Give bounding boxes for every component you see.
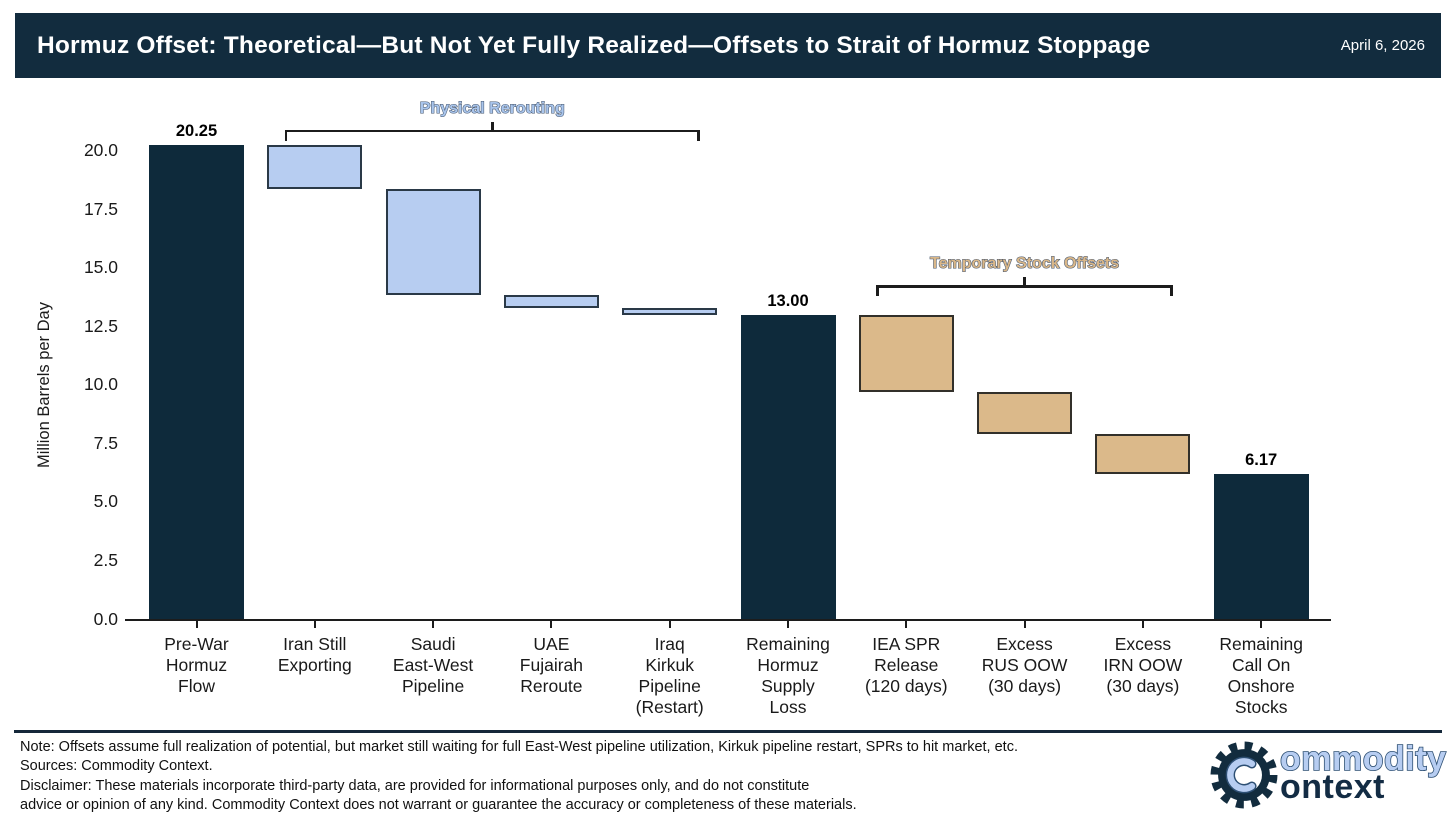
x-tick-mark	[787, 621, 789, 628]
footnote-sources: Sources: Commodity Context.	[20, 758, 213, 775]
waterfall-bar-7	[977, 391, 1073, 434]
y-tick-label: 15.0	[83, 257, 118, 278]
x-tick-mark	[905, 621, 908, 628]
x-category-label: Excess RUS OOW (30 days)	[981, 634, 1068, 696]
bar-value-label: 20.25	[175, 121, 218, 140]
group-bracket-end-left	[876, 285, 879, 297]
footnote-note: Note: Offsets assume full realization of…	[20, 739, 1018, 755]
waterfall-bar-5	[740, 314, 836, 619]
x-tick-mark	[195, 621, 198, 628]
y-tick-label: 2.5	[93, 549, 118, 570]
y-tick-label: 5.0	[93, 491, 118, 512]
waterfall-bar-0	[149, 144, 244, 619]
x-category-label: IEA SPR Release (120 days)	[864, 634, 948, 696]
x-category-label: Pre-War Hormuz Flow	[164, 634, 229, 696]
y-tick-label: 0.0	[93, 608, 118, 629]
logo-word-commodity: ommodity	[1279, 739, 1447, 779]
x-category-label: Iran Still Exporting	[277, 634, 352, 675]
group-label: Temporary Stock Offsets	[929, 255, 1120, 273]
footer-divider	[14, 730, 1442, 733]
x-tick-mark	[1023, 621, 1026, 628]
waterfall-bar-4	[622, 307, 718, 315]
bar-value-label: 6.17	[1245, 451, 1278, 470]
header-bar: Hormuz Offset: Theoretical—But Not Yet F…	[15, 13, 1441, 78]
group-bracket-end-right	[697, 129, 700, 141]
waterfall-bar-6	[858, 314, 954, 392]
x-category-label: Remaining Call On Onshore Stocks	[1219, 634, 1304, 717]
x-category-label: Iraq Kirkuk Pipeline (Restart)	[635, 634, 704, 717]
x-axis-line	[125, 618, 1331, 621]
group-bracket-center-tick	[491, 121, 494, 130]
group-bracket-end-left	[284, 129, 288, 141]
x-category-label: Excess IRN OOW (30 days)	[1103, 634, 1183, 696]
waterfall-bar-3	[503, 294, 599, 308]
x-tick-mark	[668, 621, 671, 628]
x-tick-mark	[313, 621, 316, 628]
commodity-context-logo: ommodity ontext	[1208, 734, 1448, 818]
y-tick-label: 10.0	[83, 374, 118, 395]
x-tick-mark	[432, 621, 435, 628]
group-bracket-center-tick	[1023, 277, 1026, 286]
bar-value-label: 13.00	[767, 291, 809, 310]
x-tick-mark	[1260, 621, 1263, 628]
y-tick-label: 17.5	[83, 198, 118, 219]
y-tick-label: 12.5	[83, 315, 118, 336]
waterfall-bar-1	[267, 144, 363, 190]
group-bracket-line	[284, 129, 700, 133]
header-date: April 6, 2026	[1340, 37, 1425, 54]
x-category-label: UAE Fujairah Reroute	[519, 634, 584, 696]
x-tick-mark	[1141, 621, 1144, 628]
gear-with-c-icon	[1210, 741, 1278, 809]
footnote-disclaimer-line1: Disclaimer: These materials incorporate …	[20, 777, 810, 794]
waterfall-bar-2	[385, 189, 481, 295]
group-bracket-end-right	[1170, 285, 1173, 297]
waterfall-bar-8	[1095, 433, 1191, 475]
footnote-disclaimer-line2: advice or opinion of any kind. Commodity…	[20, 796, 857, 813]
y-tick-label: 20.0	[83, 140, 118, 161]
x-category-label: Remaining Hormuz Supply Loss	[746, 634, 830, 717]
page-title: Hormuz Offset: Theoretical—But Not Yet F…	[37, 31, 1151, 59]
waterfall-bar-9	[1213, 474, 1309, 619]
group-bracket-line	[876, 285, 1173, 288]
x-category-label: Saudi East-West Pipeline	[392, 634, 474, 696]
footnotes: Note: Offsets assume full realization of…	[20, 738, 1018, 815]
x-tick-mark	[550, 621, 553, 628]
logo-word-context: ontext	[1280, 768, 1385, 806]
y-tick-label: 7.5	[93, 432, 118, 453]
group-label: Physical Rerouting	[419, 99, 565, 117]
